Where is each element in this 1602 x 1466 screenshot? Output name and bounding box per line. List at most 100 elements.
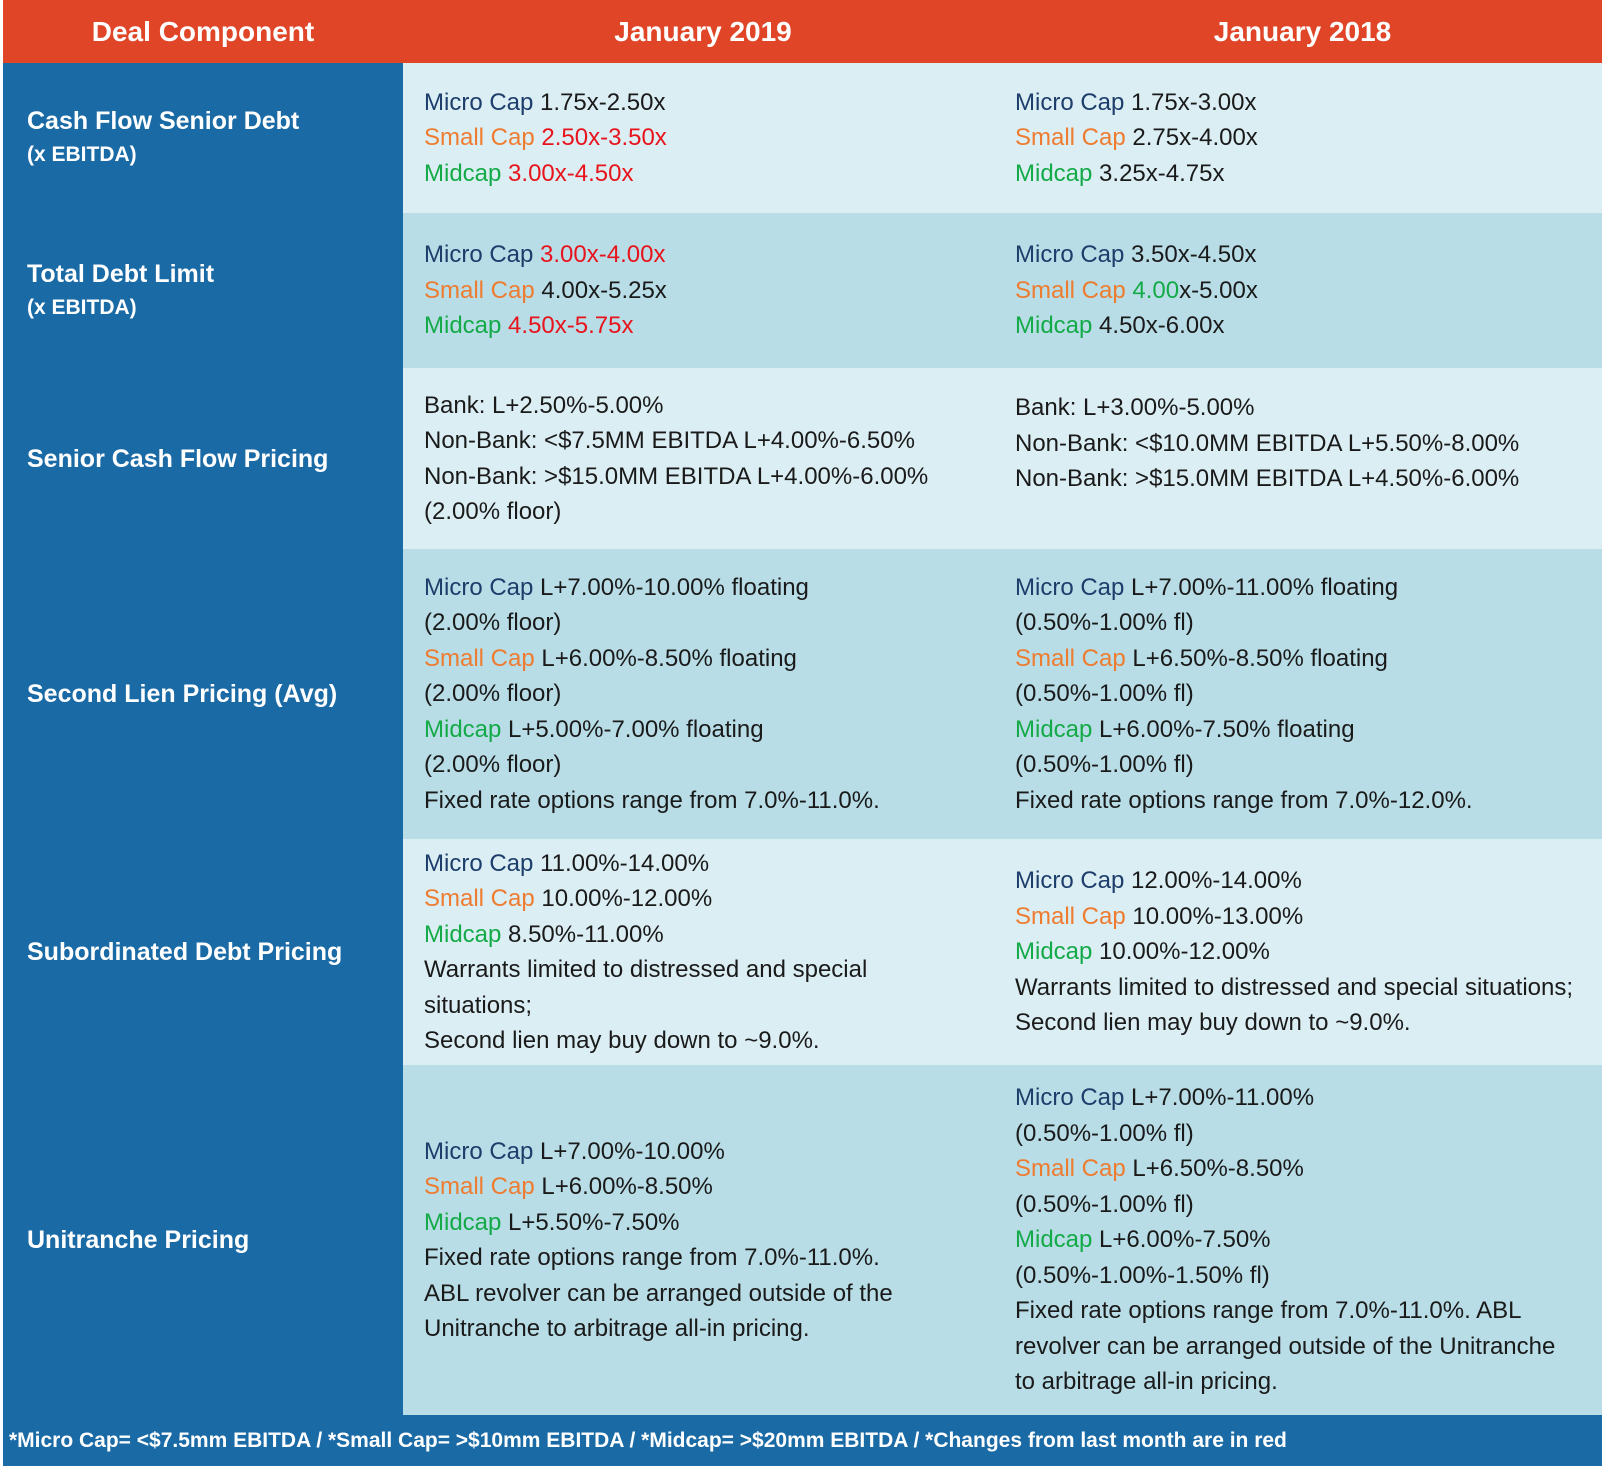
midcap-term: Midcap	[1015, 1226, 1093, 1254]
value: L+7.00%-10.00%	[540, 1137, 725, 1165]
deal-terms-table: Deal Component January 2019 January 2018…	[3, 0, 1602, 1466]
value: (0.50%-1.00%-1.50% fl)	[1015, 1261, 1270, 1289]
small-cap-term: Small Cap	[1015, 276, 1126, 304]
row-label: Senior Cash Flow Pricing	[3, 368, 403, 549]
midcap-term: Midcap	[424, 312, 502, 340]
value: 4.00x-5.25x	[541, 276, 667, 304]
header-january-2019: January 2019	[614, 16, 792, 47]
value: (2.00% floor)	[424, 498, 562, 525]
cell-jan-2019: Micro Cap 1.75x-2.50x Small Cap 2.50x-3.…	[403, 63, 974, 213]
micro-cap-term: Micro Cap	[424, 573, 534, 601]
value: (0.50%-1.00% fl)	[1015, 680, 1194, 708]
value: (0.50%-1.00% fl)	[1015, 609, 1194, 637]
value: (0.50%-1.00% fl)	[1015, 751, 1194, 779]
table-row: Total Debt Limit (x EBITDA) Micro Cap 3.…	[3, 213, 1602, 368]
row-label: Total Debt Limit (x EBITDA)	[3, 213, 403, 368]
value: Warrants limited to distressed and speci…	[1015, 973, 1574, 1001]
value: Warrants limited to distressed and speci…	[424, 956, 868, 983]
midcap-term: Midcap	[424, 920, 502, 948]
value: Bank: L+3.00%-5.00%	[1015, 394, 1255, 421]
micro-cap-term: Micro Cap	[1015, 867, 1125, 895]
value: Non-Bank: <$10.0MM EBITDA L+5.50%-8.00%	[1015, 429, 1520, 457]
value: L+6.00%-8.50% floating	[541, 644, 797, 672]
micro-cap-term: Micro Cap	[424, 1137, 534, 1165]
small-cap-term: Small Cap	[424, 644, 535, 672]
row-label: Second Lien Pricing (Avg)	[3, 549, 403, 839]
row-label-text: Subordinated Debt Pricing	[27, 938, 343, 966]
label-column-background	[3, 63, 403, 1415]
value: Non-Bank: >$15.0MM EBITDA L+4.00%-6.00%	[424, 462, 929, 490]
micro-cap-term: Micro Cap	[1015, 241, 1125, 269]
value: (2.00% floor)	[424, 609, 562, 637]
value: Second lien may buy down to ~9.0%.	[424, 1027, 820, 1054]
row-label-text: Second Lien Pricing (Avg)	[27, 680, 338, 708]
value: L+5.50%-7.50%	[508, 1208, 680, 1236]
row-label-text: Cash Flow Senior Debt	[27, 107, 300, 135]
value: 3.25x-4.75x	[1099, 159, 1225, 187]
micro-cap-term: Micro Cap	[424, 88, 534, 116]
micro-cap-term: Micro Cap	[424, 241, 534, 269]
row-sublabel: (x EBITDA)	[27, 295, 137, 319]
cell-jan-2018: Micro Cap L+7.00%-11.00% (0.50%-1.00% fl…	[974, 1065, 1602, 1415]
value: L+6.00%-7.50% floating	[1099, 715, 1355, 743]
cell-jan-2019: Micro Cap 11.00%-14.00% Small Cap 10.00%…	[403, 839, 974, 1065]
cell-jan-2018: Micro Cap 3.50x-4.50x Small Cap 4.00x-5.…	[974, 213, 1602, 368]
cell-jan-2018: Micro Cap 1.75x-3.00x Small Cap 2.75x-4.…	[974, 63, 1602, 213]
value: 2.75x-4.00x	[1132, 124, 1258, 152]
value: L+5.00%-7.00% floating	[508, 715, 764, 743]
value: L+6.00%-8.50%	[541, 1173, 713, 1200]
midcap-term: Midcap	[1015, 938, 1093, 966]
value: (0.50%-1.00% fl)	[1015, 1190, 1194, 1218]
cell-jan-2018: Micro Cap L+7.00%-11.00% floating (0.50%…	[974, 549, 1602, 839]
value: (2.00% floor)	[424, 680, 562, 708]
value: Second lien may buy down to ~9.0%.	[1015, 1009, 1411, 1037]
small-cap-term: Small Cap	[1015, 1155, 1126, 1183]
cell-jan-2019: Bank: L+2.50%-5.00% Non-Bank: <$7.5MM EB…	[403, 368, 974, 549]
value: Fixed rate options range from 7.0%-11.0%…	[424, 1244, 880, 1271]
value: L+6.50%-8.50% floating	[1132, 644, 1388, 672]
micro-cap-term: Micro Cap	[1015, 573, 1125, 601]
footnote-bar: *Micro Cap= <$7.5mm EBITDA / *Small Cap=…	[3, 1415, 1602, 1466]
value: Non-Bank: <$7.5MM EBITDA L+4.00%-6.50%	[424, 427, 915, 454]
value: to arbitrage all-in pricing.	[1015, 1368, 1278, 1396]
row-sublabel: (x EBITDA)	[27, 143, 137, 166]
row-label: Unitranche Pricing	[3, 1065, 403, 1415]
header-january-2018: January 2018	[1213, 16, 1392, 47]
cell-jan-2018: Micro Cap 12.00%-14.00% Small Cap 10.00%…	[974, 839, 1602, 1065]
value: 11.00%-14.00%	[540, 849, 710, 877]
value: situations;	[424, 991, 533, 1019]
midcap-term: Midcap	[1015, 715, 1093, 743]
value: revolver can be arranged outside of the …	[1015, 1332, 1556, 1360]
table-row: Unitranche Pricing Micro Cap L+7.00%-10.…	[3, 1065, 1602, 1415]
cell-jan-2018: Bank: L+3.00%-5.00% Non-Bank: <$10.0MM E…	[974, 368, 1602, 549]
value: L+7.00%-11.00%	[1131, 1084, 1315, 1112]
value: 4.50x-6.00x	[1099, 312, 1225, 340]
row-label-text: Unitranche Pricing	[27, 1226, 250, 1254]
midcap-term: Midcap	[1015, 312, 1093, 340]
small-cap-term: Small Cap	[424, 276, 535, 304]
table-row: Cash Flow Senior Debt (x EBITDA) Micro C…	[3, 63, 1602, 213]
midcap-term: Midcap	[424, 159, 502, 187]
table-row: Senior Cash Flow Pricing Bank: L+2.50%-5…	[3, 368, 1602, 549]
table-row: Second Lien Pricing (Avg) Micro Cap L+7.…	[3, 549, 1602, 839]
value: Fixed rate options range from 7.0%-12.0%…	[1015, 786, 1473, 814]
value: (2.00% floor)	[424, 751, 562, 779]
small-cap-term: Small Cap	[424, 1173, 535, 1200]
value: 3.50x-4.50x	[1131, 241, 1257, 269]
changed-value: 4.50x-5.75x	[508, 312, 634, 340]
header-deal-component: Deal Component	[91, 16, 315, 47]
value: (0.50%-1.00% fl)	[1015, 1119, 1194, 1147]
row-label-text: Senior Cash Flow Pricing	[27, 444, 329, 473]
value: Non-Bank: >$15.0MM EBITDA L+4.50%-6.00%	[1015, 465, 1520, 492]
midcap-term: Midcap	[1015, 159, 1093, 187]
value: 1.75x-2.50x	[540, 88, 666, 116]
cell-jan-2019: Micro Cap 3.00x-4.00x Small Cap 4.00x-5.…	[403, 213, 974, 368]
cell-jan-2019: Micro Cap L+7.00%-10.00% Small Cap L+6.0…	[403, 1065, 974, 1415]
small-cap-term: Small Cap	[424, 124, 535, 152]
changed-value: 3.00x-4.00x	[540, 241, 666, 269]
value: x-5.00x	[1179, 276, 1258, 304]
midcap-term: Midcap	[424, 715, 502, 743]
midcap-term: Midcap	[424, 1208, 502, 1236]
value: 12.00%-14.00%	[1131, 867, 1302, 895]
value: Fixed rate options range from 7.0%-11.0%…	[1015, 1297, 1522, 1325]
